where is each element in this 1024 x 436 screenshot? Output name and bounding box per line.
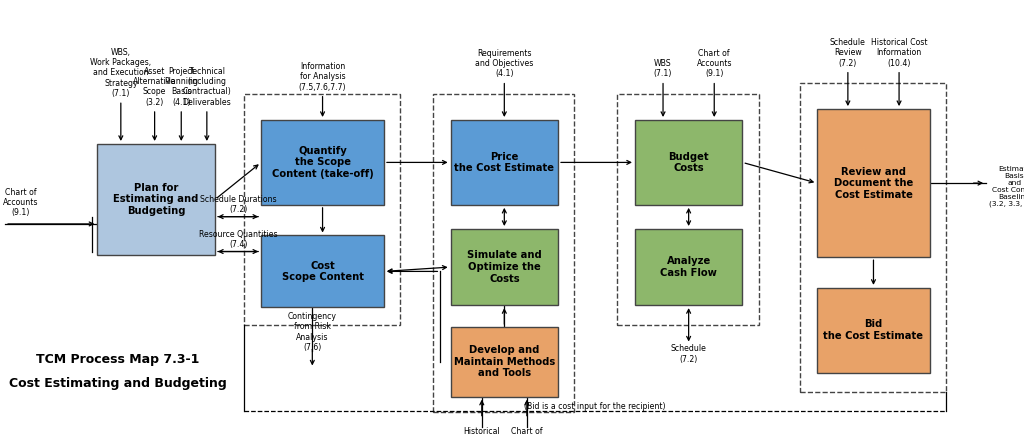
Text: Simulate and
Optimize the
Costs: Simulate and Optimize the Costs (467, 250, 542, 284)
FancyBboxPatch shape (97, 144, 215, 255)
Text: Schedule Durations
(7.2): Schedule Durations (7.2) (200, 195, 276, 215)
FancyBboxPatch shape (635, 120, 742, 205)
FancyBboxPatch shape (635, 229, 742, 305)
Text: Resource Quantities
(7.4): Resource Quantities (7.4) (199, 230, 278, 249)
Text: Schedule
(7.2): Schedule (7.2) (671, 344, 707, 364)
Bar (433, 94, 574, 412)
FancyBboxPatch shape (451, 120, 558, 205)
Text: Estimate
Basis
and
Cost Control
Baseline
(3.2, 3.3, 8.1): Estimate Basis and Cost Control Baseline… (989, 166, 1024, 207)
Text: Cost
Scope Content: Cost Scope Content (282, 261, 364, 282)
Text: Cost Estimating and Budgeting: Cost Estimating and Budgeting (9, 377, 226, 390)
Text: Schedule
Review
(7.2): Schedule Review (7.2) (829, 38, 866, 68)
Text: Budget
Costs: Budget Costs (669, 152, 709, 173)
FancyBboxPatch shape (817, 288, 930, 373)
Text: Technical
(including
Contractual)
Deliverables: Technical (including Contractual) Delive… (182, 67, 231, 107)
Text: Plan for
Estimating and
Budgeting: Plan for Estimating and Budgeting (114, 183, 199, 216)
Text: Historical
Information
(10.4): Historical Information (10.4) (459, 427, 505, 436)
FancyBboxPatch shape (261, 235, 384, 307)
Text: Review and
Document the
Cost Estimate: Review and Document the Cost Estimate (834, 167, 913, 200)
Text: Chart of
Accounts
(9.1): Chart of Accounts (9.1) (3, 187, 39, 218)
Text: Requirements
and Objectives
(4.1): Requirements and Objectives (4.1) (475, 49, 534, 78)
Text: Quantify
the Scope
Content (take-off): Quantify the Scope Content (take-off) (271, 146, 374, 179)
FancyBboxPatch shape (451, 327, 558, 397)
FancyBboxPatch shape (817, 109, 930, 257)
Text: Analyze
Cash Flow: Analyze Cash Flow (660, 256, 717, 278)
Text: WBS
(7.1): WBS (7.1) (654, 59, 672, 78)
Text: Chart of
Accounts
(9.1): Chart of Accounts (9.1) (696, 49, 732, 78)
Bar (244, 94, 400, 325)
Text: Develop and
Maintain Methods
and Tools: Develop and Maintain Methods and Tools (454, 345, 555, 378)
Bar (617, 94, 759, 325)
FancyBboxPatch shape (261, 120, 384, 205)
Text: Price
the Cost Estimate: Price the Cost Estimate (455, 152, 554, 173)
Text: WBS,
Work Packages,
and Execution
Strategy
(7.1): WBS, Work Packages, and Execution Strate… (90, 48, 152, 98)
Text: Project
Planning
Basis
(4.1): Project Planning Basis (4.1) (164, 67, 199, 107)
Bar (800, 83, 946, 392)
Text: Historical Cost
Information
(10.4): Historical Cost Information (10.4) (870, 38, 928, 68)
Text: Bid
the Cost Estimate: Bid the Cost Estimate (823, 320, 924, 341)
Text: Chart of
Accounts
(9.1): Chart of Accounts (9.1) (509, 427, 545, 436)
Text: Information
for Analysis
(7.5,7.6,7.7): Information for Analysis (7.5,7.6,7.7) (299, 62, 346, 92)
Text: Contingency
from Risk
Analysis
(7.6): Contingency from Risk Analysis (7.6) (288, 312, 337, 352)
Text: Asset
Alternative
Scope
(3.2): Asset Alternative Scope (3.2) (133, 67, 176, 107)
Text: TCM Process Map 7.3-1: TCM Process Map 7.3-1 (36, 353, 200, 366)
FancyBboxPatch shape (451, 229, 558, 305)
Text: (Bid is a cost input for the recipient): (Bid is a cost input for the recipient) (524, 402, 666, 411)
